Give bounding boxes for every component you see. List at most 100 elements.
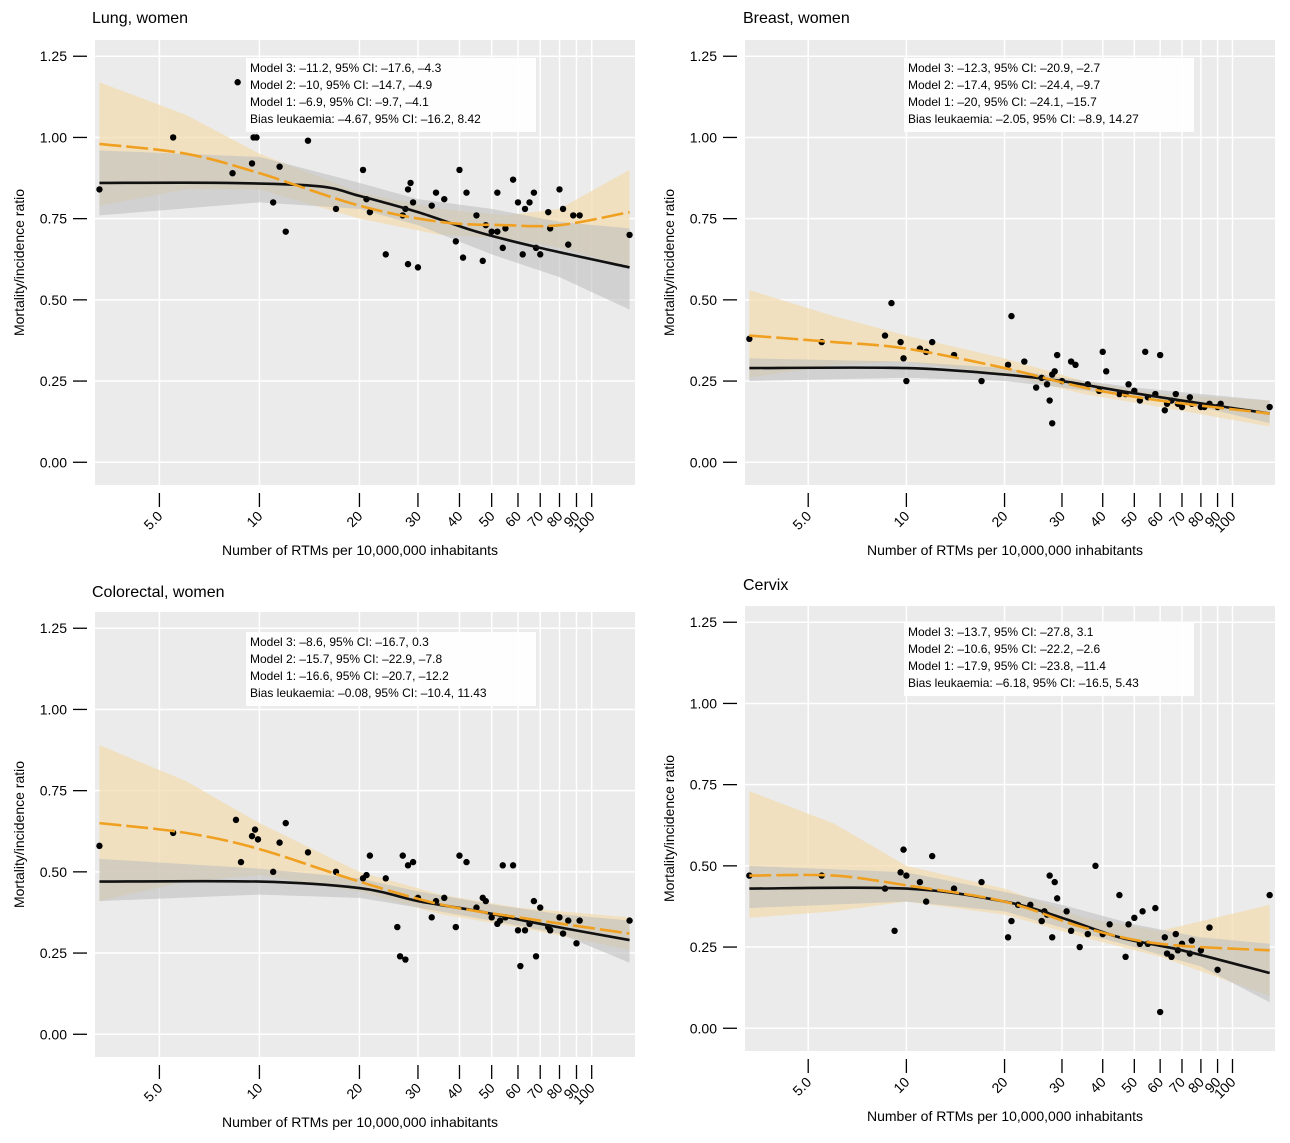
data-point <box>897 869 904 876</box>
data-point <box>229 169 236 177</box>
y-tick-label: 1.00 <box>690 695 717 711</box>
data-point <box>359 166 367 174</box>
data-point <box>900 846 907 853</box>
data-point <box>1063 908 1070 915</box>
data-point <box>407 179 414 187</box>
data-point <box>1053 351 1061 359</box>
data-point <box>452 923 460 931</box>
annotation-text: Model 2: –15.7, 95% CI: –22.9, –7.8 <box>250 652 442 666</box>
data-point <box>570 212 577 219</box>
ci-band-black <box>99 858 630 963</box>
data-point <box>1008 917 1015 925</box>
data-point <box>929 338 936 346</box>
x-tick-label: 20 <box>988 1074 1010 1096</box>
annotation-text: Model 1: –6.9, 95% CI: –9.7, –4.1 <box>250 95 429 109</box>
data-point <box>276 163 283 170</box>
data-point <box>404 862 412 869</box>
data-point <box>1163 950 1171 957</box>
data-point <box>565 917 572 924</box>
data-point <box>282 228 289 235</box>
y-tick-label: 0.50 <box>690 292 717 308</box>
data-point <box>428 202 435 209</box>
y-tick-label: 1.25 <box>690 614 717 630</box>
data-point <box>1092 862 1099 870</box>
annotation-text: Bias leukaemia: –6.18, 95% CI: –16.5, 5.… <box>908 676 1139 690</box>
data-point <box>1116 390 1123 398</box>
data-point <box>96 186 103 193</box>
data-point <box>304 137 312 144</box>
y-tick-label: 0.25 <box>40 373 67 389</box>
chart-panel-breast: Breast, women Model 3: –12.3, 95% CI: –2… <box>650 0 1290 569</box>
x-tick-label: 50 <box>475 508 497 530</box>
data-point <box>1032 384 1040 391</box>
data-point <box>565 241 572 248</box>
x-tick-label: 10 <box>243 508 265 530</box>
fit-line-black <box>99 879 630 942</box>
data-point <box>559 930 567 937</box>
data-point <box>1122 953 1129 961</box>
annotation-text: Model 3: –11.2, 95% CI: –17.6, –4.3 <box>250 61 442 75</box>
data-point <box>1178 403 1186 411</box>
chart-title: Cervix <box>743 577 789 594</box>
y-tick-label: 1.00 <box>40 129 67 145</box>
annotation-text: Model 3: –12.3, 95% CI: –20.9, –2.7 <box>908 61 1100 75</box>
y-axis-label: Mortality/incidence ratio <box>11 761 27 908</box>
data-point <box>514 199 522 206</box>
data-point <box>1053 895 1061 902</box>
data-point <box>499 244 506 252</box>
y-tick-label: 1.25 <box>40 620 67 636</box>
y-axis-label: Mortality/incidence ratio <box>661 755 677 902</box>
chart-title: Colorectal, women <box>92 584 225 601</box>
y-tick-label: 0.75 <box>690 777 717 793</box>
data-point <box>888 299 895 307</box>
data-point <box>402 956 409 963</box>
data-point <box>459 254 467 261</box>
data-point <box>332 205 340 213</box>
data-point <box>900 355 907 362</box>
y-tick-label: 1.00 <box>40 701 67 717</box>
chart-panel-colorectal: Colorectal, women Model 3: –8.6, 95% CI:… <box>0 569 645 1138</box>
x-tick-label: 40 <box>1087 1074 1109 1096</box>
data-point <box>482 897 489 905</box>
data-point <box>452 238 460 245</box>
annotation-box <box>246 58 536 132</box>
data-point <box>881 332 889 339</box>
data-point <box>1046 397 1053 404</box>
x-tick-label: 60 <box>502 508 524 530</box>
data-point <box>1168 953 1175 961</box>
data-point <box>441 195 448 203</box>
data-point <box>404 186 412 193</box>
data-point <box>234 79 241 86</box>
x-axis-label: Number of RTMs per 10,000,000 inhabitant… <box>222 542 498 558</box>
x-tick-label: 40 <box>443 1080 465 1102</box>
data-point <box>978 377 985 385</box>
data-point <box>1008 312 1015 320</box>
data-point <box>1084 930 1091 938</box>
data-point <box>456 852 463 859</box>
data-point <box>530 189 538 196</box>
fit-line-orange <box>749 873 1270 952</box>
data-point <box>1076 943 1083 951</box>
fit-line-black <box>749 886 1270 975</box>
data-point <box>626 917 633 924</box>
data-point <box>414 264 422 271</box>
data-point <box>546 927 554 934</box>
ci-band-black <box>749 865 1270 1003</box>
data-point <box>251 826 259 833</box>
data-point <box>409 199 417 206</box>
y-tick-label: 0.00 <box>690 454 717 470</box>
data-point <box>232 816 240 824</box>
data-point <box>473 904 480 911</box>
data-point <box>556 914 563 921</box>
data-point <box>237 858 245 866</box>
data-point <box>1142 348 1149 356</box>
data-point <box>537 904 544 911</box>
annotation-text: Model 3: –13.7, 95% CI: –27.8, 3.1 <box>908 625 1094 639</box>
ci-band-black <box>749 358 1270 424</box>
data-point <box>1172 930 1179 938</box>
data-point <box>366 208 374 216</box>
data-point <box>1172 390 1179 398</box>
x-tick-label: 50 <box>1118 1074 1140 1096</box>
data-point <box>1043 381 1051 388</box>
y-tick-label: 0.00 <box>690 1020 717 1036</box>
